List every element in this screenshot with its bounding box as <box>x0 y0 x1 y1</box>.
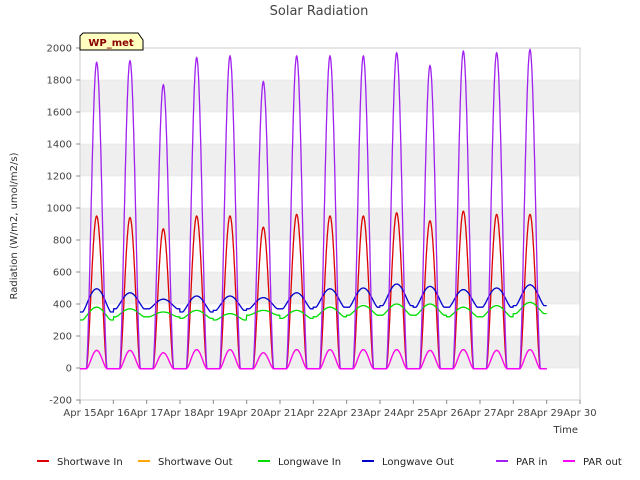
x-tick-label: Apr 26 <box>430 408 463 419</box>
y-tick-label: 200 <box>53 332 72 343</box>
legend-label-longwave-out: Longwave Out <box>382 457 454 468</box>
plot-frame <box>79 47 581 401</box>
series-line-par-out <box>80 348 547 370</box>
y-tick-label: 1200 <box>47 172 72 183</box>
x-tick-label: Apr 20 <box>230 408 263 419</box>
grid-band <box>80 80 580 112</box>
x-axis-ticks: Apr 15 Apr 16 Apr 17 Apr 18 Apr 19 Apr 20 Apr … <box>63 400 597 419</box>
x-tick-label: Apr 27 <box>463 408 496 419</box>
y-tick-label: 600 <box>53 268 72 279</box>
x-tick-label: Apr 22 <box>297 408 330 419</box>
x-tick-label: Apr 16 <box>97 408 130 419</box>
y-axis-label: Radiation (W/m2, umol/m2/s) <box>9 152 20 299</box>
x-tick-label: Apr 17 <box>130 408 163 419</box>
series-line-longwave-in <box>80 301 547 321</box>
grid-band <box>80 144 580 176</box>
grid-bands <box>80 79 580 401</box>
legend-label-longwave-in: Longwave In <box>278 457 341 468</box>
y-tick-label: 400 <box>53 300 72 311</box>
y-tick-label: 800 <box>53 236 72 247</box>
station-tag: WP_met <box>79 32 144 51</box>
legend-label-par-out: PAR out <box>583 457 622 468</box>
x-tick-label: Apr 28 <box>497 408 530 419</box>
legend: Shortwave In Shortwave Out Longwave In Long… <box>37 457 622 468</box>
y-tick-label: 2000 <box>47 44 72 55</box>
y-tick-label: 1600 <box>47 108 72 119</box>
series-layer <box>80 47 547 370</box>
y-tick-label: 1400 <box>47 140 72 151</box>
chart-title: Solar Radiation <box>270 4 369 19</box>
x-tick-label: Apr 24 <box>363 408 396 419</box>
x-tick-label: Apr 30 <box>563 408 596 419</box>
y-tick-label: 0 <box>66 364 72 375</box>
x-tick-label: Apr 19 <box>197 408 230 419</box>
x-tick-label: Apr 29 <box>530 408 563 419</box>
y-tick-label: 1800 <box>47 76 72 87</box>
x-tick-label: Apr 18 <box>163 408 196 419</box>
legend-label-shortwave-out: Shortwave Out <box>158 457 233 468</box>
station-tag-label: WP_met <box>88 38 134 49</box>
grid-band <box>80 336 580 368</box>
y-tick-label: -200 <box>49 396 72 407</box>
x-tick-label: Apr 23 <box>330 408 363 419</box>
x-tick-label: Apr 25 <box>397 408 430 419</box>
y-tick-label: 1000 <box>47 204 72 215</box>
legend-label-shortwave-in: Shortwave In <box>57 457 123 468</box>
station-tag-box <box>79 32 144 51</box>
series-line-longwave-out <box>80 283 547 313</box>
legend-label-par-in: PAR in <box>516 457 547 468</box>
grid-band <box>80 208 580 240</box>
x-tick-label: Apr 15 <box>63 408 96 419</box>
x-tick-label: Apr 21 <box>263 408 296 419</box>
x-axis-label: Time <box>553 425 578 436</box>
y-axis-ticks: -200 0 200 400 600 800 1000 1200 1400 1600 1800 200… <box>47 44 80 407</box>
